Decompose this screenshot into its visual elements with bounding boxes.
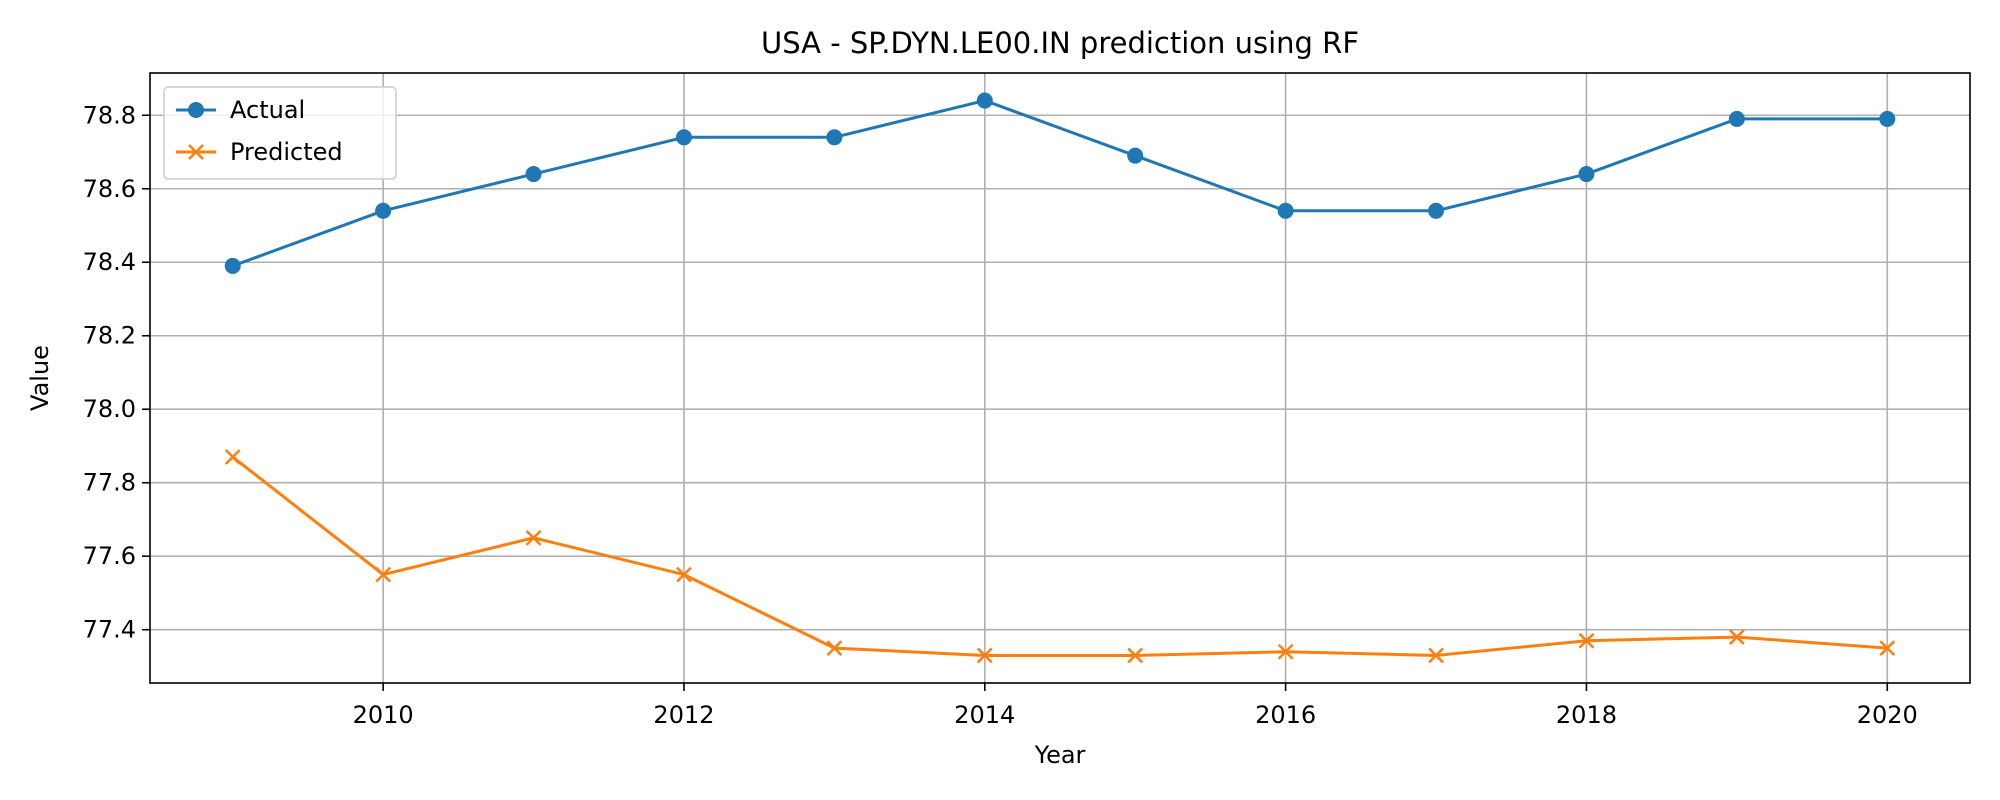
series-line xyxy=(231,455,1888,657)
legend-box xyxy=(163,86,397,180)
legend-marker xyxy=(188,144,204,160)
ticks: 2010 2012 2014 2016 2018 2020 77.4 77.6 77.8 78.0… xyxy=(83,101,1918,729)
x-tick-label: 2010 xyxy=(353,701,414,729)
data-point xyxy=(1728,110,1745,127)
data-point xyxy=(1879,110,1896,127)
y-tick-label: 77.4 xyxy=(83,616,136,644)
data-point xyxy=(375,566,392,583)
y-tick-label: 78.4 xyxy=(83,248,136,276)
x-tick-label: 2020 xyxy=(1857,701,1918,729)
y-tick-label: 78.6 xyxy=(83,175,136,203)
legend-item-predicted: Predicted xyxy=(176,138,343,166)
y-tick-label: 77.8 xyxy=(83,469,136,497)
y-tick-label: 77.6 xyxy=(83,542,136,570)
data-point xyxy=(976,647,993,664)
y-tick-label: 78.8 xyxy=(83,101,136,129)
data-point xyxy=(1578,166,1595,183)
data-point xyxy=(1428,647,1444,664)
legend-item-actual: Actual xyxy=(176,96,305,124)
legend-items: Actual Predicted xyxy=(176,96,343,166)
plot-frame xyxy=(149,72,1971,684)
data-point xyxy=(224,257,241,274)
legend: Actual Predicted xyxy=(163,86,397,180)
data-point xyxy=(826,129,843,146)
data-point xyxy=(675,129,692,146)
data-point xyxy=(976,92,993,109)
data-point xyxy=(826,640,843,656)
chart-title: USA - SP.DYN.LE00.IN prediction using RF xyxy=(761,26,1359,60)
data-point xyxy=(375,202,392,219)
data-point xyxy=(525,529,542,546)
x-tick-label: 2018 xyxy=(1556,701,1617,729)
y-tick-label: 78.0 xyxy=(83,395,136,423)
data-point xyxy=(1277,643,1294,660)
data-point xyxy=(1578,632,1595,649)
x-tick-label: 2014 xyxy=(954,701,1015,729)
series-line xyxy=(232,99,1888,268)
legend-label: Actual xyxy=(230,96,305,124)
series-layer xyxy=(224,92,1896,664)
x-axis-label: Year xyxy=(1034,741,1086,769)
data-point xyxy=(1127,647,1144,664)
data-point xyxy=(224,449,241,465)
data-point xyxy=(1428,202,1445,219)
legend-marker xyxy=(188,102,204,118)
x-tick-label: 2012 xyxy=(653,701,714,729)
data-point xyxy=(1277,202,1294,219)
y-axis-label: Value xyxy=(26,345,54,411)
data-point xyxy=(525,166,542,183)
series-predicted xyxy=(224,449,1896,664)
x-tick-label: 2016 xyxy=(1255,701,1316,729)
data-point xyxy=(1879,640,1896,656)
data-point xyxy=(676,566,692,583)
series-actual xyxy=(224,92,1896,274)
legend-label: Predicted xyxy=(230,138,343,166)
y-tick-label: 78.2 xyxy=(83,322,136,350)
data-point xyxy=(1728,629,1745,645)
data-point xyxy=(1127,147,1144,164)
